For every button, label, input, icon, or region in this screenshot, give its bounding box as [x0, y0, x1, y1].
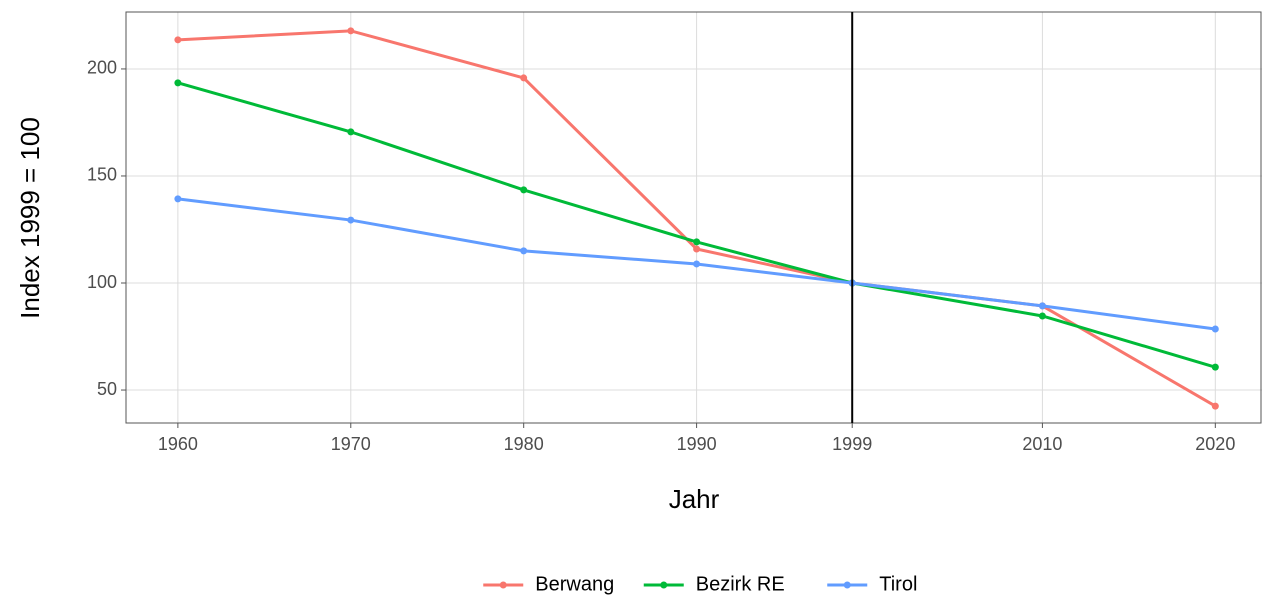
y-tick-label: 200	[87, 58, 117, 78]
point	[1211, 363, 1219, 371]
x-tick-label: 2010	[1022, 434, 1062, 454]
x-tick-label: 2020	[1195, 434, 1235, 454]
legend-swatch-point	[660, 581, 668, 589]
legend-label: Tirol	[879, 573, 917, 595]
point	[347, 128, 355, 136]
point	[174, 79, 182, 87]
point	[347, 27, 355, 35]
y-tick-label: 50	[97, 379, 117, 399]
point	[693, 245, 701, 253]
point	[693, 260, 701, 268]
point	[520, 186, 528, 194]
point	[1038, 302, 1046, 310]
x-tick-label: 1960	[158, 434, 198, 454]
point	[347, 216, 355, 224]
x-tick-label: 1980	[504, 434, 544, 454]
y-tick-label: 100	[87, 272, 117, 292]
y-axis-label: Index 1999 = 100	[15, 117, 45, 319]
legend-swatch-point	[843, 581, 851, 589]
point	[1211, 325, 1219, 333]
y-tick-label: 150	[87, 165, 117, 185]
x-tick-label: 1990	[677, 434, 717, 454]
point	[520, 74, 528, 82]
legend-swatch-point	[499, 581, 507, 589]
x-axis-label: Jahr	[669, 484, 720, 514]
point	[174, 195, 182, 203]
panel-border	[125, 11, 1262, 424]
point	[1038, 312, 1046, 320]
legend-label: Bezirk RE	[696, 573, 785, 595]
point	[520, 247, 528, 255]
x-tick-label: 1999	[832, 434, 872, 454]
point	[693, 238, 701, 246]
legend-label: Berwang	[535, 573, 614, 595]
x-tick-label: 1970	[331, 434, 371, 454]
point	[174, 36, 182, 44]
point	[1211, 402, 1219, 410]
